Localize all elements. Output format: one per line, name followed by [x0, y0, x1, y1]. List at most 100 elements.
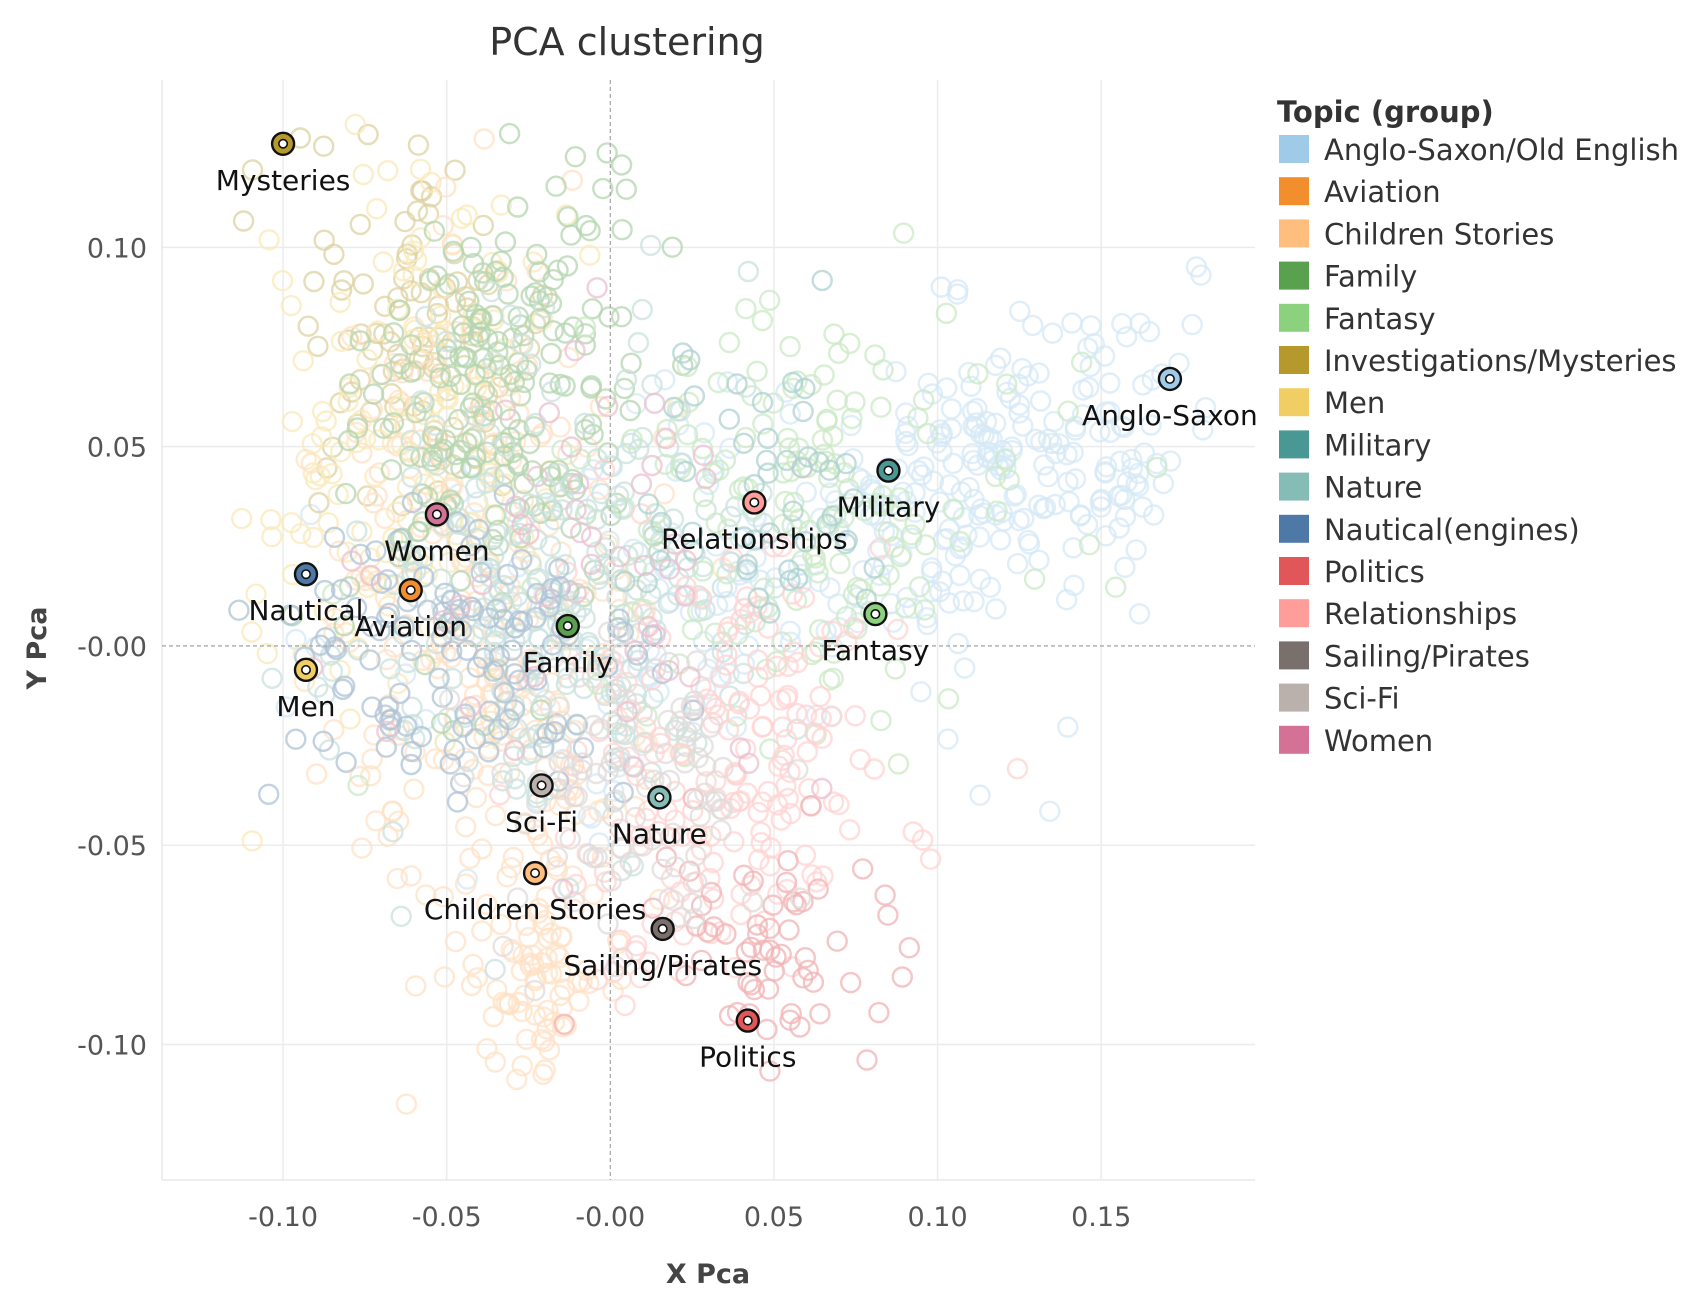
data-point: [770, 809, 792, 831]
centroid-marker-core: [654, 792, 665, 803]
data-point: [371, 363, 393, 386]
data-point: [401, 696, 423, 718]
data-point: [310, 426, 333, 448]
data-point: [386, 501, 408, 523]
data-point: [613, 377, 636, 400]
data-point: [458, 667, 481, 689]
data-point: [658, 659, 680, 682]
centroid-label: Relationships: [661, 522, 847, 555]
data-point: [937, 688, 960, 710]
data-point: [400, 429, 422, 452]
data-point: [456, 204, 478, 226]
data-point: [400, 361, 422, 383]
data-point: [718, 331, 741, 354]
data-point: [614, 994, 636, 1017]
data-point: [504, 768, 526, 790]
data-point: [497, 563, 519, 586]
data-point: [540, 342, 562, 365]
centroid-marker-core: [431, 509, 442, 520]
data-point: [771, 536, 793, 558]
centroid-markers: Mysteries Anglo-Saxon MilitaryRelationship…: [216, 131, 1258, 1074]
data-point: [692, 485, 715, 508]
centroid-marker-core: [300, 664, 311, 675]
data-point: [539, 535, 562, 557]
data-point: [559, 828, 581, 850]
data-point: [874, 884, 896, 906]
data-point: [786, 651, 809, 674]
data-point: [506, 887, 529, 909]
data-point: [811, 429, 834, 451]
data-point: [722, 547, 744, 569]
data-point: [565, 582, 587, 604]
data-point: [689, 805, 711, 828]
data-point: [365, 540, 387, 562]
data-point: [503, 699, 526, 721]
data-point: [679, 666, 701, 688]
data-point: [863, 557, 885, 579]
legend-swatch: [1279, 219, 1309, 248]
legend-swatch: [1279, 135, 1309, 163]
data-point: [484, 1051, 507, 1073]
data-point: [456, 432, 478, 454]
data-point: [363, 724, 385, 746]
data-point: [346, 417, 369, 439]
data-point: [949, 564, 971, 587]
data-point: [702, 462, 724, 485]
data-point: [567, 473, 590, 495]
data-point: [638, 951, 660, 973]
data-point: [525, 967, 547, 989]
data-point: [377, 159, 399, 182]
data-point: [929, 581, 951, 603]
data-point: [473, 380, 496, 402]
data-point: [372, 251, 394, 273]
data-point: [381, 800, 404, 823]
data-point: [919, 848, 942, 870]
data-point: [1104, 576, 1127, 598]
data-point: [580, 377, 602, 399]
data-point: [510, 622, 533, 645]
centroid-marker-core: [405, 585, 416, 596]
data-point: [758, 522, 781, 544]
data-point: [444, 291, 467, 313]
data-point: [614, 570, 636, 593]
data-point: [536, 947, 558, 969]
data-point: [441, 640, 463, 662]
data-point: [695, 755, 717, 777]
data-point: [325, 638, 348, 661]
data-point: [748, 849, 770, 871]
data-point: [438, 273, 460, 295]
data-point: [582, 883, 605, 905]
data-point: [675, 576, 697, 598]
data-point: [571, 752, 594, 774]
data-point: [827, 342, 850, 364]
data-point: [603, 780, 625, 802]
data-point: [681, 521, 704, 543]
data-point: [612, 947, 634, 969]
data-point: [751, 309, 774, 332]
data-point: [683, 385, 706, 407]
data-point: [732, 662, 755, 685]
data-point: [376, 606, 398, 628]
data-point: [759, 939, 781, 961]
data-point: [838, 478, 860, 500]
data-point: [870, 510, 892, 532]
data-point: [699, 716, 722, 738]
data-point: [795, 704, 818, 726]
legend-swatch: [1279, 303, 1309, 332]
data-point: [931, 423, 953, 445]
data-point: [545, 855, 567, 878]
data-point: [550, 961, 572, 984]
data-point: [844, 705, 866, 727]
data-point: [672, 342, 694, 364]
data-point: [892, 222, 915, 244]
data-point: [1114, 506, 1137, 528]
data-point: [839, 819, 861, 841]
data-point: [823, 642, 845, 664]
data-point: [806, 871, 828, 893]
data-point: [383, 352, 406, 375]
data-point: [473, 597, 495, 619]
data-point: [711, 576, 733, 599]
data-point: [777, 850, 799, 872]
data-point: [484, 958, 506, 981]
data-point: [513, 325, 535, 347]
